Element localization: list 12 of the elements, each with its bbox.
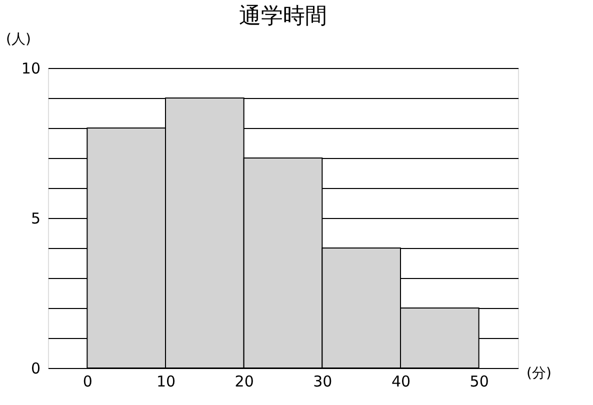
x-tick-label: 20: [234, 372, 254, 390]
chart-title: 通学時間: [239, 4, 327, 29]
x-tick-label: 30: [313, 372, 332, 390]
x-tick-label: 0: [82, 372, 92, 390]
x-tick-label: 40: [391, 372, 411, 390]
y-tick-label: 10: [21, 60, 40, 78]
x-tick-label: 10: [156, 372, 176, 390]
x-tick-label: 50: [470, 372, 489, 390]
y-tick-label: 5: [30, 210, 40, 228]
y-axis-title: (人): [6, 32, 31, 48]
x-axis-title: (分): [526, 366, 552, 382]
y-tick-label: 0: [30, 360, 40, 378]
